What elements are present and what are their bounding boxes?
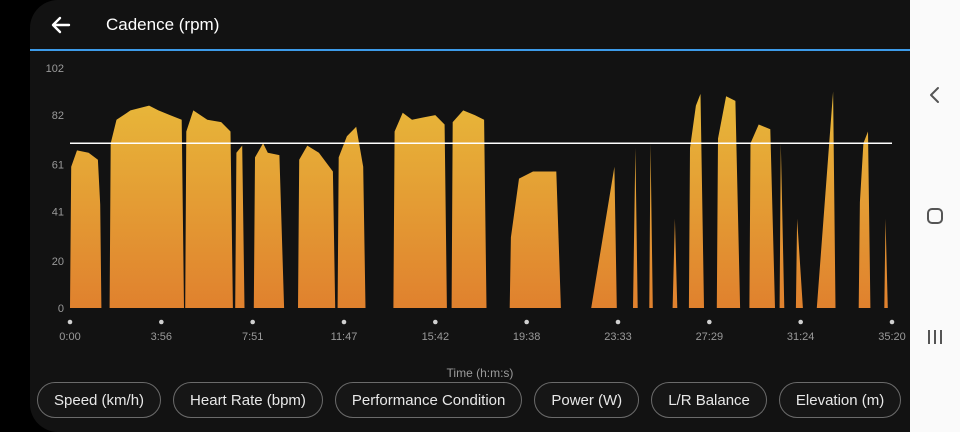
chart-canvas: 102 82 61 41 20 0 0:00 3:56 7:51 11:47 15:42 19:38 2…: [46, 63, 906, 343]
x-tick-dot: [798, 319, 803, 325]
x-tick-dot: [707, 319, 712, 325]
arrow-left-icon: [51, 16, 71, 34]
metric-chip[interactable]: Performance Condition: [334, 382, 523, 418]
x-tick-dot: [250, 319, 255, 325]
header-divider: [30, 49, 910, 51]
system-nav-bar: [910, 0, 960, 432]
page-title: Cadence (rpm): [106, 15, 220, 34]
x-tick-dot: [159, 319, 164, 325]
x-tick-dot: [615, 319, 621, 325]
metric-chip[interactable]: L/R Balance: [651, 382, 767, 418]
recents-icon: [928, 330, 942, 344]
metric-chip[interactable]: Heart Rate (bpm): [173, 382, 323, 418]
metric-chip[interactable]: Speed (km/h): [37, 382, 162, 418]
y-tick-label: 82: [52, 110, 64, 122]
x-tick-label: 27:29: [696, 331, 724, 343]
home-square-icon: [927, 208, 943, 224]
x-tick-label: 0:00: [59, 331, 80, 343]
x-tick-label: 15:42: [422, 331, 450, 343]
x-tick-label: 19:38: [513, 331, 541, 343]
y-tick-label: 20: [52, 256, 64, 268]
top-bar: Cadence (rpm): [30, 0, 910, 50]
x-tick-label: 31:24: [787, 331, 815, 343]
x-tick-dot: [524, 319, 529, 325]
x-tick-label: 23:33: [604, 331, 632, 343]
y-tick-label: 102: [46, 63, 64, 75]
metric-chip-row: Speed (km/h) Heart Rate (bpm) Performance …: [30, 382, 910, 422]
x-tick-label: 35:20: [878, 331, 906, 343]
x-tick-dot: [341, 319, 347, 325]
x-axis-title: Time (h:m:s): [446, 366, 514, 380]
metric-chip[interactable]: Power (W): [534, 382, 640, 418]
x-tick-label: 11:47: [331, 331, 358, 343]
y-tick-label: 0: [58, 303, 64, 315]
x-tick-dot: [889, 319, 895, 325]
metric-chip[interactable]: Elevation (m): [778, 382, 902, 418]
x-tick-label: 7:51: [242, 331, 263, 343]
cadence-chart: 102 82 61 41 20 0 0:00 3:56 7:51 11:47 15:42 19:38 2…: [30, 52, 910, 382]
y-tick-label: 41: [52, 207, 64, 219]
app-screen: Cadence (rpm) 102 82 61 41 20 0 0:00 3:56 7:51 11…: [30, 0, 910, 432]
x-tick-dot: [67, 319, 73, 325]
chevron-left-icon: [930, 87, 939, 103]
x-tick-dot: [433, 319, 438, 325]
y-tick-label: 61: [52, 159, 64, 171]
nav-back-button[interactable]: [920, 80, 950, 110]
cadence-area-series: [70, 91, 888, 308]
nav-recents-button[interactable]: [920, 322, 950, 352]
x-tick-label: 3:56: [151, 331, 172, 343]
back-button[interactable]: [44, 8, 78, 42]
nav-home-button[interactable]: [920, 201, 950, 231]
